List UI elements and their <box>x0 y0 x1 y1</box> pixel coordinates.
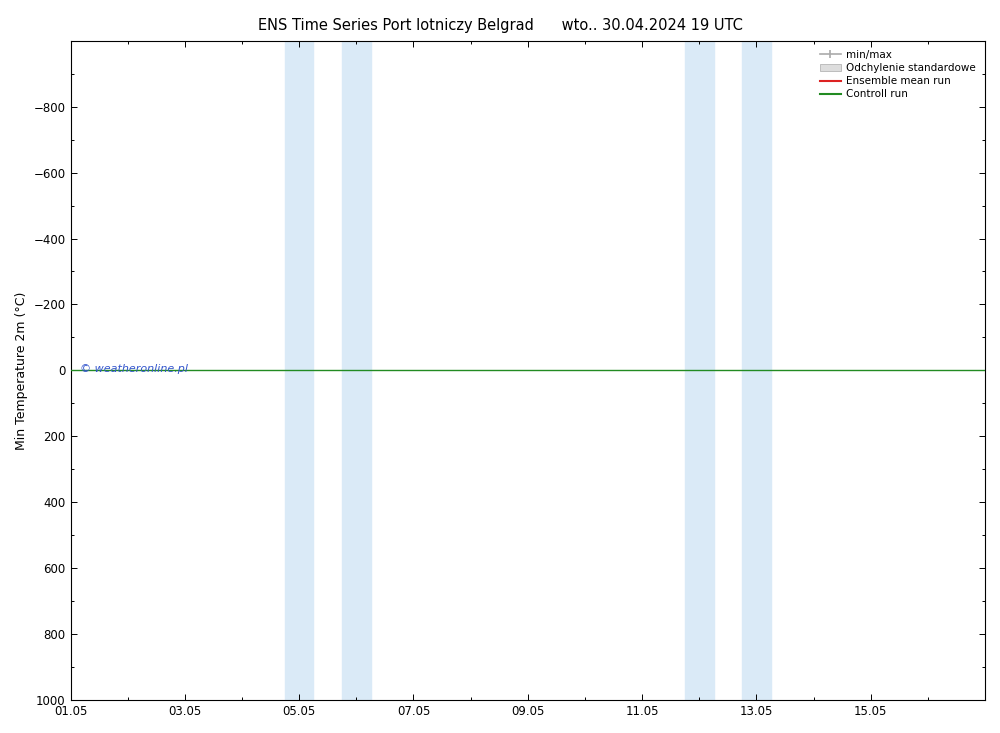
Text: © weatheronline.pl: © weatheronline.pl <box>80 364 188 374</box>
Bar <box>285 40 313 700</box>
Y-axis label: Min Temperature 2m (°C): Min Temperature 2m (°C) <box>15 291 28 449</box>
Legend: min/max, Odchylenie standardowe, Ensemble mean run, Controll run: min/max, Odchylenie standardowe, Ensembl… <box>816 46 980 103</box>
Bar <box>685 40 714 700</box>
Bar <box>342 40 371 700</box>
Bar <box>742 40 771 700</box>
Text: ENS Time Series Port lotniczy Belgrad      wto.. 30.04.2024 19 UTC: ENS Time Series Port lotniczy Belgrad wt… <box>258 18 742 33</box>
